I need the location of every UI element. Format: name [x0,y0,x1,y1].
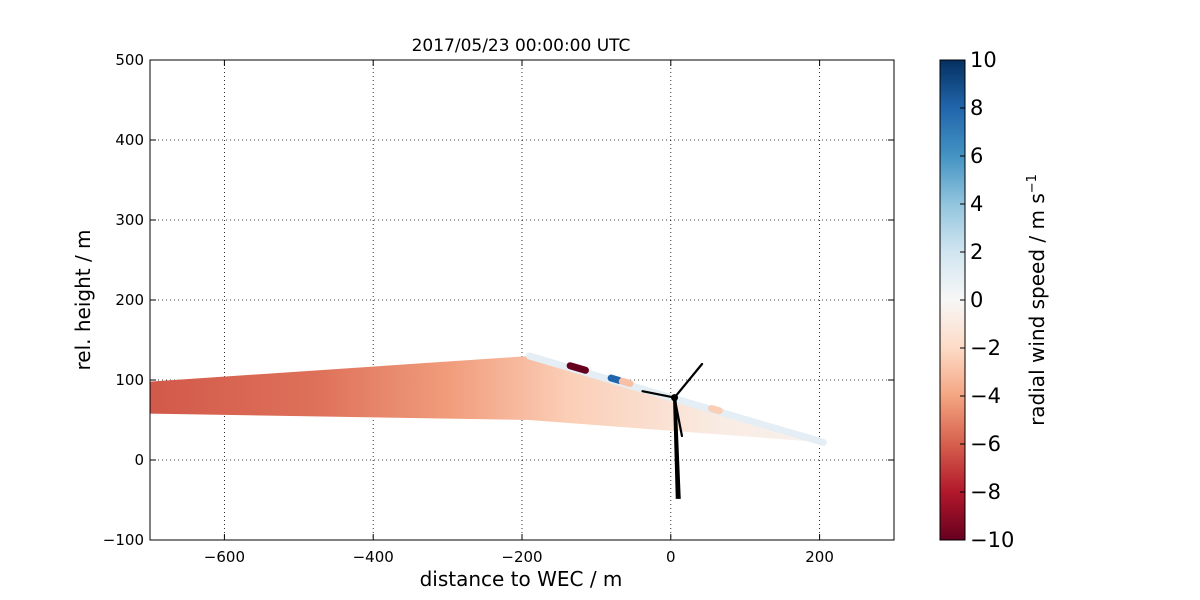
colorbar-ticks: 10 8 6 4 2 0 −2 −4 −6 −8 −10 [960,48,1014,552]
colorbar-tick-label: 10 [970,48,997,72]
colorbar: 10 8 6 4 2 0 −2 −4 −6 −8 −10 radial wind speed / m… [939,48,1049,552]
y-axis-ticks: −100 0 100 200 300 400 500 [103,51,894,549]
y-tick-label: 200 [115,291,144,309]
x-tick-label: 200 [805,548,834,566]
colorbar-tick-label: −8 [970,480,1001,504]
y-tick-label: 500 [115,51,144,69]
colorbar-tick-label: 0 [970,288,983,312]
grid-lines [150,60,894,540]
chart-title: 2017/05/23 00:00:00 UTC [412,36,631,56]
x-tick-label: 0 [666,548,676,566]
beam-highlight-point [607,374,623,384]
y-tick-label: 400 [115,131,144,149]
y-tick-label: −100 [103,531,144,549]
rhi-sector [150,356,824,443]
colorbar-tick-label: 6 [970,144,983,168]
y-axis-label: rel. height / m [71,229,95,370]
x-tick-label: −600 [204,548,245,566]
x-tick-label: −400 [353,548,394,566]
colorbar-tick-label: −10 [970,528,1014,552]
colorbar-tick-label: −6 [970,432,1001,456]
plot-area: −600 −400 −200 0 200 −100 0 100 200 300 400 500 [103,51,895,566]
y-tick-label: 100 [115,371,144,389]
colorbar-tick-label: −2 [970,336,1001,360]
turbine-blade [641,390,676,399]
y-tick-label: 300 [115,211,144,229]
colorbar-tick-label: 8 [970,96,983,120]
x-axis-label: distance to WEC / m [420,567,623,591]
turbine-blade [673,396,684,438]
colorbar-label: radial wind speed / m s−1 [1025,174,1049,426]
colorbar-tick-label: 4 [970,192,983,216]
y-tick-label: 0 [134,451,144,469]
colorbar-label-exponent: −1 [1025,174,1040,193]
beam-highlights [566,362,723,415]
x-axis-ticks: −600 −400 −200 0 200 [204,60,834,566]
turbine-blade [673,362,704,399]
beam-highlight-point [566,362,589,374]
wind-turbine [641,362,704,499]
x-tick-label: −200 [501,548,542,566]
beam-highlight-point [618,377,634,388]
turbine-hub [671,394,679,402]
colorbar-tick-label: −4 [970,384,1001,408]
colorbar-tick-label: 2 [970,240,983,264]
beam-highlight-point [708,404,723,415]
